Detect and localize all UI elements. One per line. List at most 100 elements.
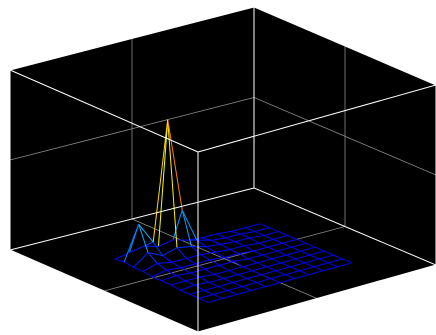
mesh-line <box>123 261 134 268</box>
mesh-line <box>291 242 307 248</box>
mesh-line <box>284 270 300 276</box>
mesh-line <box>138 224 149 253</box>
mesh-line <box>275 270 286 276</box>
mesh-line <box>170 280 186 286</box>
axes-box-front <box>9 6 436 333</box>
mesh-line <box>299 270 309 276</box>
mesh-line <box>248 254 263 260</box>
box-edge <box>197 84 436 153</box>
mesh-line <box>259 223 270 229</box>
mesh-line <box>309 250 325 256</box>
mesh-line <box>267 246 278 252</box>
mesh-line <box>152 119 169 243</box>
mesh-line <box>286 250 301 256</box>
mesh-line <box>161 275 177 282</box>
mesh-line <box>171 257 187 263</box>
box-edge <box>9 187 255 251</box>
mesh-line <box>256 282 266 288</box>
mesh-line <box>238 253 249 260</box>
mesh-line <box>308 270 324 276</box>
mesh-line <box>247 258 258 264</box>
mesh-line <box>129 245 145 254</box>
mesh-line <box>318 258 329 264</box>
mesh-line <box>227 286 243 291</box>
mesh-line <box>328 258 343 264</box>
mesh-line <box>170 284 181 291</box>
mesh-line <box>233 258 249 262</box>
mesh-line <box>246 274 262 280</box>
grid-line <box>253 97 436 176</box>
mesh-line <box>261 274 271 280</box>
box-edge <box>197 264 436 333</box>
mesh-line <box>249 237 259 244</box>
mesh-line <box>290 262 305 268</box>
mesh-line <box>253 250 263 256</box>
mesh-line <box>215 251 225 258</box>
mesh-line <box>253 246 269 252</box>
mesh-line <box>114 258 125 263</box>
mesh-line <box>123 224 140 263</box>
mesh-line <box>262 254 273 260</box>
mesh-line <box>181 209 198 241</box>
mesh-line <box>223 274 238 279</box>
mesh-line <box>249 234 265 239</box>
mesh-line <box>175 275 186 282</box>
mesh-line <box>224 256 234 262</box>
mesh-line <box>228 270 239 276</box>
grid-line <box>9 97 255 161</box>
mesh-line <box>291 246 301 252</box>
mesh-line <box>194 281 210 286</box>
mesh-line <box>175 272 191 277</box>
mesh-line <box>254 227 270 233</box>
mesh-line <box>161 280 172 286</box>
mesh-line <box>272 238 283 244</box>
mesh-line <box>219 260 234 266</box>
mesh-surface <box>114 119 352 303</box>
mesh-line <box>280 258 296 264</box>
mesh-line <box>295 254 311 260</box>
mesh-line <box>198 293 214 299</box>
mesh-line <box>263 231 279 236</box>
mesh-line <box>224 253 240 258</box>
mesh-line <box>296 238 307 244</box>
mesh-line <box>273 235 288 240</box>
mesh-line <box>213 289 228 295</box>
mesh-line <box>287 235 297 240</box>
mesh-line <box>337 262 352 268</box>
mesh-line <box>199 274 215 278</box>
mesh-line <box>342 258 352 264</box>
mesh-line <box>220 241 236 245</box>
mesh-line <box>223 278 233 283</box>
mesh-line <box>204 264 220 270</box>
mesh-line <box>166 267 182 271</box>
mesh-line <box>286 254 296 260</box>
mesh-line <box>245 223 261 229</box>
mesh-line <box>236 290 252 295</box>
mesh-line <box>151 269 167 278</box>
mesh-line <box>304 258 320 264</box>
mesh-line <box>333 254 343 260</box>
mesh-line <box>214 270 229 275</box>
mesh-line <box>152 241 163 256</box>
mesh-line <box>271 254 287 260</box>
mesh-line <box>215 249 230 253</box>
mesh-line <box>299 266 314 272</box>
mesh-line <box>282 238 297 244</box>
mesh-line <box>204 268 215 275</box>
mesh-line <box>234 237 250 243</box>
mesh-line <box>232 278 248 283</box>
box-edge <box>253 187 436 266</box>
mesh-line <box>240 233 250 239</box>
mesh-line <box>189 293 200 299</box>
mesh-line <box>218 282 233 287</box>
mesh-line <box>185 276 200 282</box>
box-edge <box>9 6 255 71</box>
mesh-line <box>294 274 309 280</box>
mesh-line <box>180 284 195 291</box>
mesh-line <box>218 285 228 291</box>
mesh-line <box>180 267 191 274</box>
mesh-line <box>237 274 248 280</box>
mesh-line <box>313 262 329 268</box>
mesh-line <box>157 261 172 264</box>
